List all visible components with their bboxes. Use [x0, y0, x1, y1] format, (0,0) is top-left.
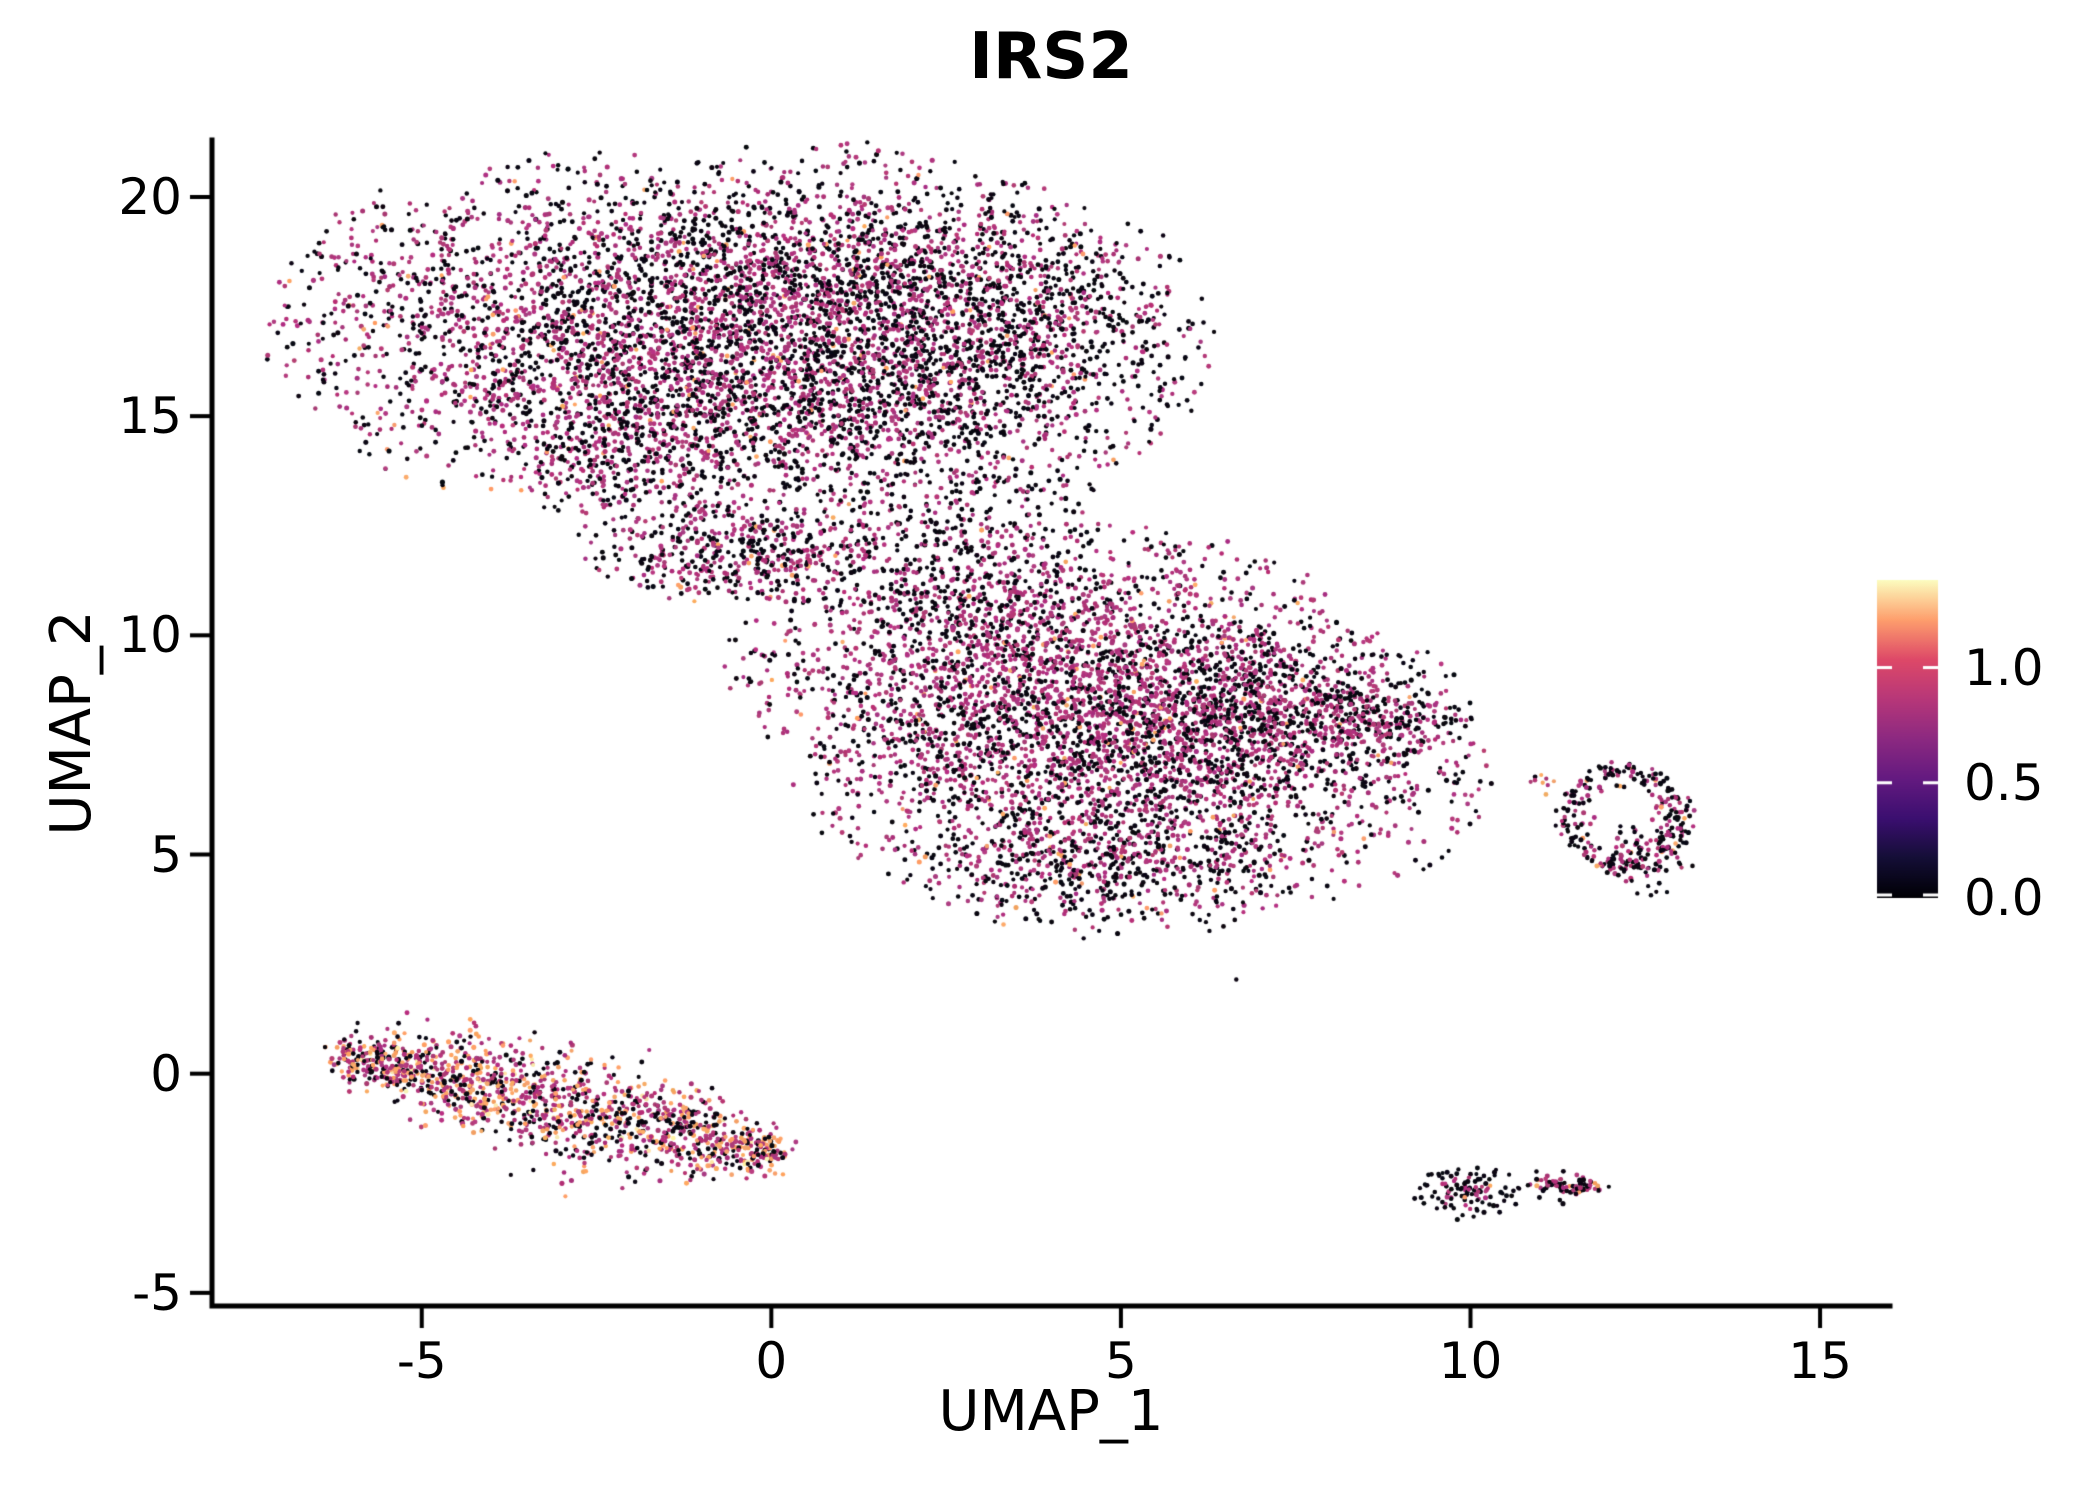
y-tick-label: 15	[118, 387, 182, 446]
x-tick-label: -5	[396, 1332, 447, 1390]
colorbar-tick-label: 1.0	[1964, 638, 2044, 697]
y-axis-label: UMAP_2	[39, 610, 104, 836]
x-axis-label: UMAP_1	[938, 1379, 1164, 1444]
y-tick-label: 5	[150, 825, 182, 884]
y-tick-label: 20	[118, 167, 182, 226]
y-tick-label: -5	[132, 1263, 182, 1322]
plot-title: IRS2	[969, 20, 1133, 94]
y-tick-label: 0	[150, 1044, 182, 1103]
colorbar-tick-label: 0.5	[1964, 753, 2044, 812]
colorbar-tick-label: 0.0	[1964, 869, 2044, 927]
x-tick-label: 15	[1788, 1332, 1852, 1390]
x-tick-label: 5	[1105, 1332, 1137, 1390]
x-tick-label: 0	[755, 1332, 788, 1390]
x-tick-label: 10	[1438, 1332, 1503, 1390]
y-tick-label: 10	[118, 606, 182, 665]
